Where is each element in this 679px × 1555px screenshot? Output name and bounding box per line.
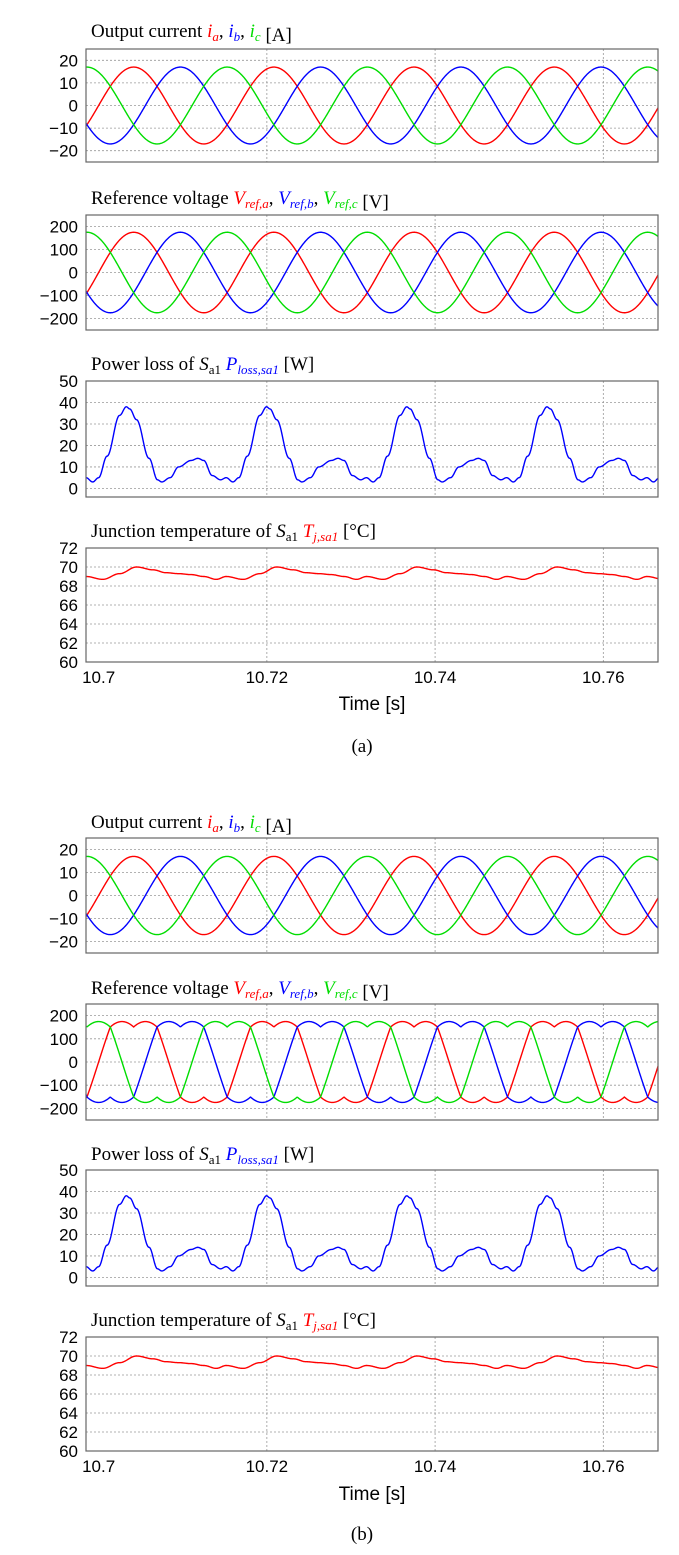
panel-title: Reference voltage Vref,a, Vref,b, Vref,c…	[91, 188, 389, 213]
y-tick-label: 68	[59, 1366, 78, 1385]
panel-title: Reference voltage Vref,a, Vref,b, Vref,c…	[91, 978, 389, 1003]
chart-a-current: 20 10 0 −10 −20	[49, 48, 659, 163]
plot-frame	[85, 1169, 659, 1287]
y-tick-label: 0	[69, 1268, 78, 1287]
plot-frame	[85, 1336, 659, 1452]
series-line-vrefa	[85, 1020, 659, 1104]
y-tick-label: 10	[59, 458, 78, 477]
y-tick-label: 60	[59, 653, 78, 672]
y-tick-label: 30	[59, 415, 78, 434]
plot-frame	[85, 48, 659, 163]
panel-title: Power loss of Sa1 Ploss,sa1 [W]	[91, 354, 314, 377]
figure-caption: (a)	[351, 736, 372, 757]
y-tick-label: −200	[40, 310, 78, 329]
y-tick-label: 0	[69, 97, 78, 116]
series-line-ib	[85, 66, 659, 145]
y-tick-label: 0	[69, 887, 78, 906]
chart-b-voltage: 200 100 0 −100 −200	[40, 1003, 659, 1121]
y-tick-label: 20	[59, 436, 78, 455]
y-tick-label: 64	[59, 1404, 78, 1423]
y-tick-label: 64	[59, 615, 78, 634]
y-tick-label: 40	[59, 393, 78, 412]
plot-frame	[85, 214, 659, 331]
series-line-plosssa1	[85, 1195, 659, 1272]
x-axis-label: Time [s]	[339, 694, 406, 715]
y-tick-label: −10	[49, 910, 78, 929]
y-tick-label: 20	[59, 841, 78, 860]
x-tick-label: 10.74	[414, 1457, 457, 1476]
plot-frame	[85, 837, 659, 954]
y-tick-label: 70	[59, 1347, 78, 1366]
chart-a-voltage: 200 100 0 −100 −200	[40, 214, 659, 331]
y-tick-label: 68	[59, 577, 78, 596]
y-tick-label: 66	[59, 1385, 78, 1404]
y-tick-label: 10	[59, 864, 78, 883]
chart-a-loss: 50 40 30 20 10 0	[59, 372, 659, 498]
y-tick-label: 100	[50, 241, 78, 260]
figure-caption: (b)	[351, 1524, 373, 1545]
y-tick-label: −20	[49, 933, 78, 952]
series-line-tjsa1	[85, 566, 659, 581]
series-line-vrefb	[85, 1020, 659, 1104]
plot-frame	[85, 380, 659, 498]
y-tick-label: −200	[40, 1099, 78, 1118]
y-tick-label: 200	[50, 1007, 78, 1026]
y-tick-label: 62	[59, 634, 78, 653]
plot-frame	[85, 547, 659, 663]
panel-title: Output current ia, ib, ic [A]	[91, 812, 292, 837]
plot-frame	[85, 1003, 659, 1121]
y-tick-label: 62	[59, 1423, 78, 1442]
panel-title: Junction temperature of Sa1 Tj,sa1 [°C]	[91, 521, 376, 544]
y-tick-label: 20	[59, 1225, 78, 1244]
series-line-vrefa	[85, 231, 659, 314]
y-tick-label: 200	[50, 218, 78, 237]
series-line-ic	[85, 855, 659, 936]
chart-b-loss: 50 40 30 20 10 0	[59, 1161, 659, 1287]
panel-title: Output current ia, ib, ic [A]	[91, 21, 292, 46]
y-tick-label: 30	[59, 1204, 78, 1223]
series-line-ia	[85, 855, 659, 936]
panel-title: Power loss of Sa1 Ploss,sa1 [W]	[91, 1144, 314, 1167]
y-tick-label: 50	[59, 372, 78, 391]
y-tick-label: 40	[59, 1182, 78, 1201]
y-tick-label: 0	[69, 479, 78, 498]
y-tick-label: 72	[59, 1328, 78, 1347]
y-tick-label: 50	[59, 1161, 78, 1180]
y-tick-label: −10	[49, 119, 78, 138]
x-tick-label: 10.7	[82, 668, 115, 687]
series-line-ic	[85, 66, 659, 145]
y-tick-label: 72	[59, 539, 78, 558]
y-tick-label: 10	[59, 74, 78, 93]
y-tick-label: 20	[59, 51, 78, 70]
y-tick-label: 100	[50, 1030, 78, 1049]
x-tick-label: 10.7	[82, 1457, 115, 1476]
series-line-ia	[85, 66, 659, 145]
series-line-vrefb	[85, 231, 659, 314]
panel-title: Junction temperature of Sa1 Tj,sa1 [°C]	[91, 1310, 376, 1333]
y-tick-label: 70	[59, 558, 78, 577]
x-tick-label: 10.76	[582, 1457, 625, 1476]
x-tick-label: 10.72	[246, 668, 289, 687]
y-tick-label: −20	[49, 142, 78, 161]
chart-b-current: 20 10 0 −10 −20	[49, 837, 659, 954]
x-axis-label: Time [s]	[339, 1484, 406, 1505]
y-tick-label: −100	[40, 287, 78, 306]
y-tick-label: 60	[59, 1442, 78, 1461]
y-tick-label: 66	[59, 596, 78, 615]
series-line-vrefc	[85, 1020, 659, 1104]
series-line-plosssa1	[85, 406, 659, 483]
y-tick-label: 10	[59, 1247, 78, 1266]
series-line-tjsa1	[85, 1355, 659, 1370]
x-tick-label: 10.72	[246, 1457, 289, 1476]
series-line-vrefc	[85, 231, 659, 314]
x-tick-label: 10.76	[582, 668, 625, 687]
y-tick-label: 0	[69, 264, 78, 283]
y-tick-label: −100	[40, 1076, 78, 1095]
y-tick-label: 0	[69, 1053, 78, 1072]
x-tick-label: 10.74	[414, 668, 457, 687]
series-line-ib	[85, 855, 659, 936]
